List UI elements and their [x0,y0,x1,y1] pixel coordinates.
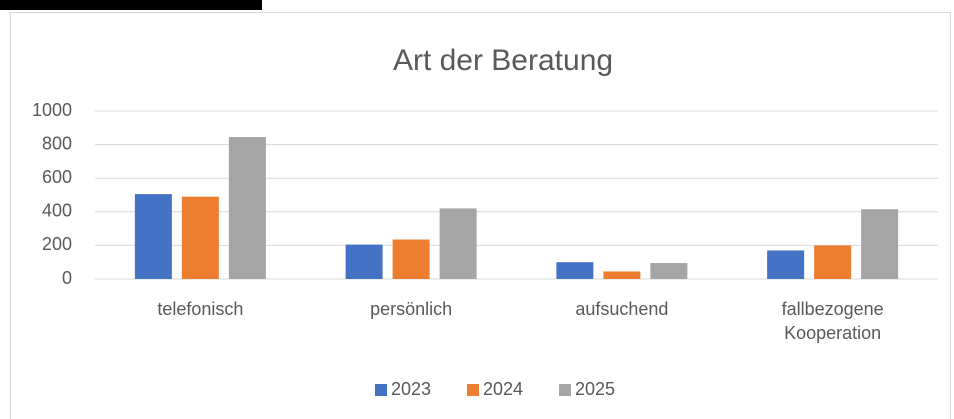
x-tick-label: fallbezogene Kooperation [781,299,884,343]
y-tick-label: 800 [42,133,72,153]
bar [603,271,641,279]
chart-title: Art der Beratung [393,44,613,77]
bar [767,250,805,279]
bar [392,239,430,279]
x-tick-label: telefonisch [157,299,244,319]
legend-swatch [467,384,479,396]
y-tick-label: 400 [42,201,72,221]
bar [134,194,172,279]
bar [650,263,688,279]
bar [439,208,477,279]
y-tick-label: 600 [42,167,72,187]
y-tick-label: 0 [62,268,72,288]
legend-swatch [559,384,571,396]
y-tick-label: 1000 [32,100,72,120]
bar [228,137,266,279]
y-tick-label: 200 [42,234,72,254]
legend-label: 2025 [575,379,615,399]
bar [556,262,594,279]
bar [345,244,383,279]
bar [814,245,852,279]
bar [861,209,899,279]
x-tick-label: persönlich [370,299,453,319]
legend-label: 2024 [483,379,523,399]
legend-swatch [375,384,387,396]
x-tick-label: aufsuchend [575,299,669,319]
legend-label: 2023 [391,379,431,399]
header-bar [0,0,262,10]
bar [181,196,219,279]
